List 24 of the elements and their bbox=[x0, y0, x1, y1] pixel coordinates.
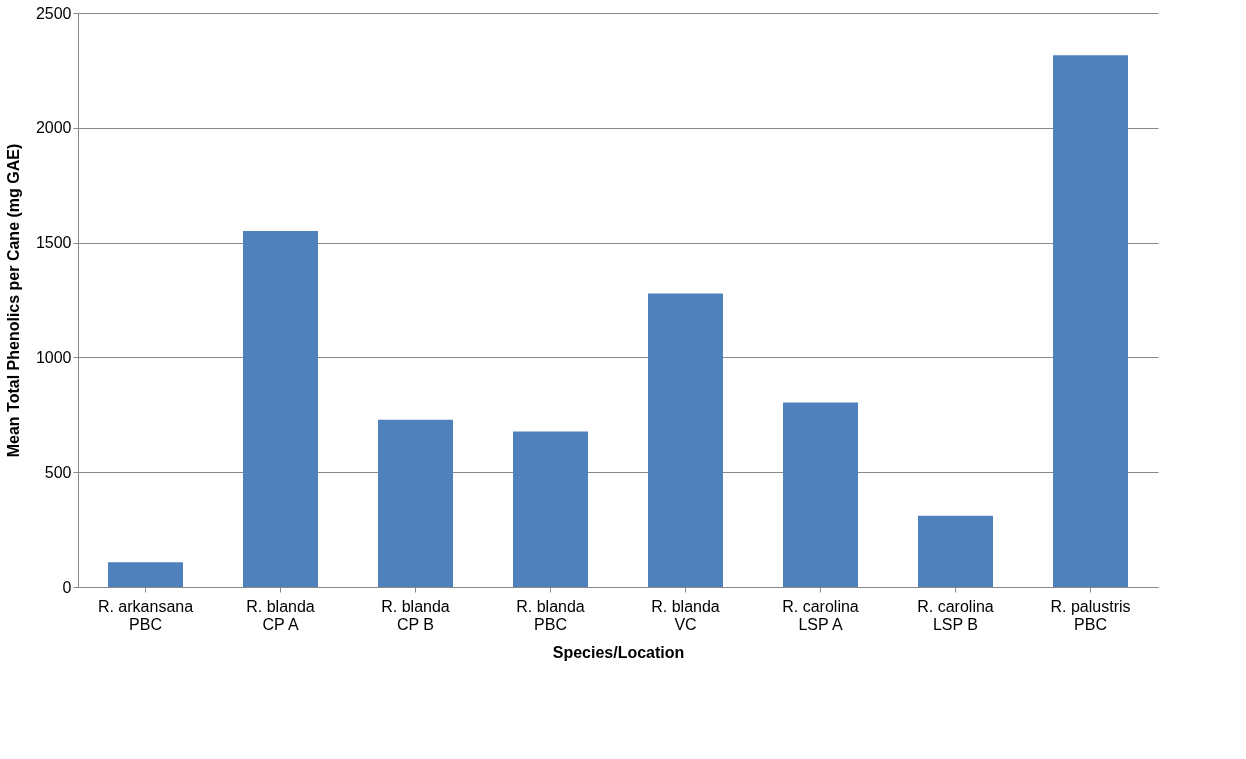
x-tick-label: R. carolina LSP B bbox=[917, 597, 994, 633]
y-tick-label: 0 bbox=[62, 578, 72, 596]
y-axis-title: Mean Total Phenolics per Cane (mg GAE) bbox=[4, 143, 22, 458]
x-tick-label: R. blanda CP B bbox=[381, 597, 450, 633]
x-tick-label: R. blanda CP A bbox=[246, 597, 315, 633]
bar bbox=[108, 562, 183, 587]
y-tick-label: 500 bbox=[44, 463, 72, 481]
x-tick-label: R. arkansana PBC bbox=[97, 597, 194, 633]
bar bbox=[648, 293, 723, 587]
bar bbox=[378, 419, 453, 587]
bar bbox=[783, 402, 858, 587]
y-tick-label: 1000 bbox=[35, 348, 72, 366]
x-tick-label: R. carolina LSP A bbox=[782, 597, 859, 633]
bar bbox=[918, 515, 993, 587]
y-tick-label: 1500 bbox=[35, 234, 72, 252]
bar bbox=[513, 431, 588, 587]
x-tick-label: R. palustris PBC bbox=[1050, 597, 1131, 633]
y-tick-label: 2500 bbox=[35, 4, 72, 22]
x-tick-label: R. blanda VC bbox=[651, 597, 720, 633]
x-axis-title: Species/Location bbox=[552, 643, 685, 661]
bar bbox=[1053, 55, 1128, 587]
bar bbox=[243, 230, 318, 587]
y-tick-label: 2000 bbox=[35, 119, 72, 137]
x-tick-label: R. blanda PBC bbox=[516, 597, 585, 633]
